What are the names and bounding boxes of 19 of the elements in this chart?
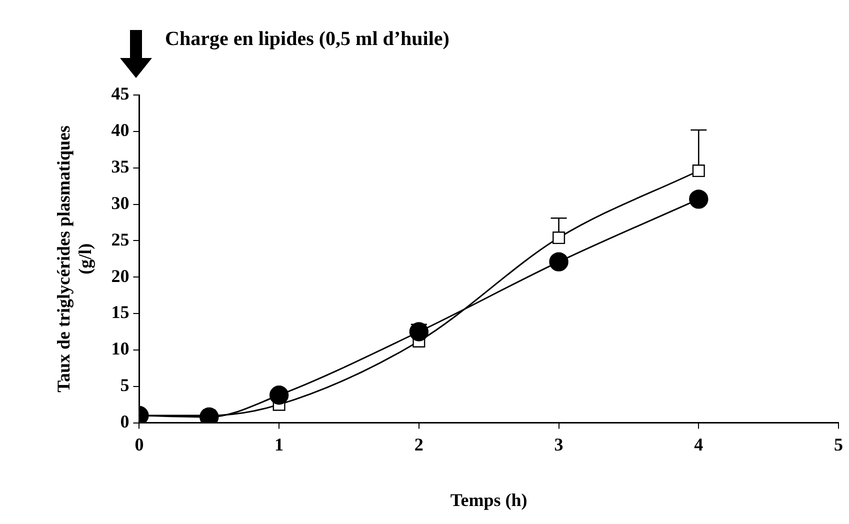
x-axis-title: Temps (h) [450, 490, 528, 510]
y-tick-label: 35 [111, 156, 130, 176]
x-tick-label: 4 [694, 434, 704, 454]
text: Charge en lipides (0,5 ml d’huile) [165, 28, 450, 51]
y-tick-label: 25 [111, 229, 130, 250]
x-tick-label: 0 [134, 434, 144, 454]
y-tick-label: 20 [111, 266, 130, 286]
x-tick-label: 1 [274, 434, 284, 454]
y-tick-label: 15 [111, 302, 130, 322]
y-tick-label: 45 [111, 84, 130, 104]
y-tick-label: 5 [120, 375, 130, 396]
y-tick-label: 10 [111, 338, 130, 359]
x-tick-label: 5 [834, 434, 843, 454]
x-tick-label: 3 [554, 434, 564, 454]
y-tick-label: 40 [111, 120, 130, 140]
y-tick-label: 30 [111, 192, 130, 213]
x-tick-label: 2 [414, 434, 424, 454]
y-tick-label: 0 [120, 411, 130, 432]
y-axis-title: Taux de triglycérides plasmatiques (g/l) [53, 125, 96, 392]
